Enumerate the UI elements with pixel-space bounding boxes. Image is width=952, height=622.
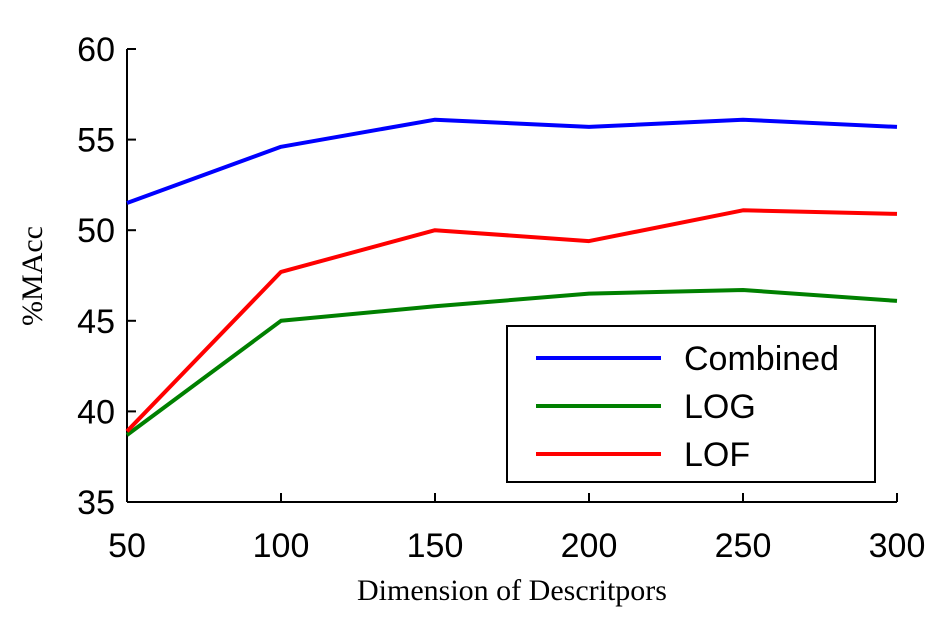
y-axis-ticks: 35 40 45 50 55 60 — [77, 31, 136, 522]
y-axis-title: %MAcc — [16, 226, 49, 326]
x-axis-ticks: 50 100 150 200 250 300 — [108, 493, 925, 565]
x-tick-label: 250 — [715, 527, 772, 565]
y-tick-label: 35 — [77, 484, 115, 522]
legend: Combined LOG LOF — [506, 325, 876, 483]
x-tick-label: 200 — [561, 527, 618, 565]
y-tick-label: 55 — [77, 122, 115, 160]
y-tick-label: 45 — [77, 303, 115, 341]
series-line-log — [125, 288, 898, 437]
y-tick-label: 60 — [77, 31, 115, 69]
y-tick-label: 50 — [77, 212, 115, 250]
legend-entry-label: LOG — [684, 388, 756, 426]
series-group — [125, 117, 898, 437]
x-axis-title: Dimension of Descritpors — [357, 574, 667, 607]
x-tick-label: 100 — [253, 527, 310, 565]
legend-entry-label: Combined — [684, 340, 839, 378]
series-line-combined — [126, 117, 898, 205]
series-line-lof — [125, 208, 898, 433]
x-tick-label: 300 — [869, 527, 926, 565]
x-tick-label: 50 — [108, 527, 146, 565]
legend-entry-label: LOF — [684, 436, 750, 474]
y-tick-label: 40 — [77, 393, 115, 431]
x-tick-label: 150 — [407, 527, 464, 565]
